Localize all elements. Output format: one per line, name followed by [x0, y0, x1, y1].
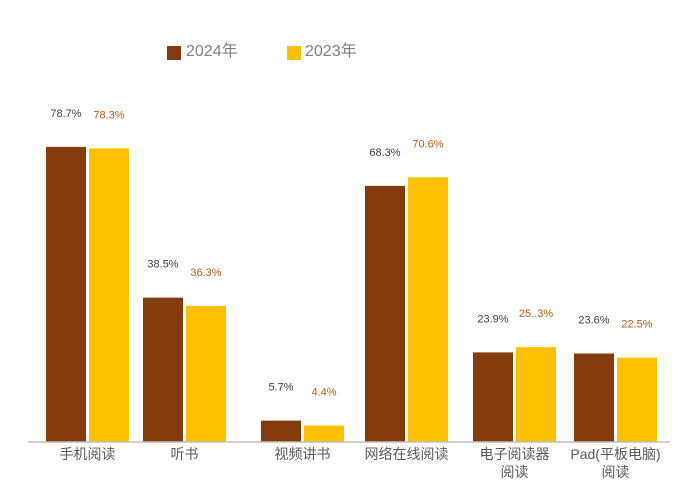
legend-label-2023: 2023年 — [305, 42, 357, 60]
bar-2024-2 — [261, 420, 301, 442]
bar-2023-2 — [304, 425, 344, 442]
category-label-5-line0: Pad(平板电脑) — [570, 446, 660, 462]
category-label-1: 听书 — [171, 446, 199, 462]
value-label-2024-5: 23.6% — [578, 315, 609, 327]
category-label-4-line0: 电子阅读器 — [480, 446, 550, 462]
category-label-5-line1: 阅读 — [602, 464, 630, 480]
value-label-2024-2: 5.7% — [268, 382, 293, 394]
category-label-0: 手机阅读 — [60, 446, 116, 462]
bar-2024-1 — [143, 297, 183, 442]
legend-swatch-2024 — [167, 46, 181, 60]
bar-2024-5 — [574, 353, 614, 442]
value-label-2023-3: 70.6% — [412, 138, 443, 150]
bar-2023-5 — [617, 357, 657, 442]
bar-2024-4 — [473, 352, 513, 442]
category-label-3: 网络在线阅读 — [365, 446, 449, 462]
value-label-2023-5: 22.5% — [621, 319, 652, 331]
value-label-2024-4: 23.9% — [477, 313, 508, 325]
legend-swatch-2023 — [287, 46, 301, 60]
value-label-2024-0: 78.7% — [50, 108, 81, 120]
bar-2023-3 — [408, 177, 448, 442]
bar-2024-3 — [365, 185, 405, 442]
bar-2023-4 — [516, 347, 556, 442]
bar-2023-1 — [186, 305, 226, 442]
value-label-2024-3: 68.3% — [369, 147, 400, 159]
bars-group — [46, 146, 657, 442]
category-label-2: 视频讲书 — [275, 446, 331, 462]
value-label-2023-2: 4.4% — [311, 387, 336, 399]
value-label-2023-1: 36.3% — [190, 267, 221, 279]
value-label-2024-1: 38.5% — [147, 259, 178, 271]
value-label-2023-0: 78.3% — [93, 109, 124, 121]
value-labels-group: 78.7% 78.3% 38.5% 36.3% 5.7% 4.4% 68.3% 70.6% 23… — [50, 108, 652, 399]
value-label-2023-4: 25..3% — [519, 308, 553, 320]
legend: 2024年 2023年 — [167, 42, 357, 60]
bar-2024-0 — [46, 146, 86, 442]
legend-label-2024: 2024年 — [186, 42, 238, 60]
category-label-4-line1: 阅读 — [501, 464, 529, 480]
bar-2023-0 — [89, 148, 129, 442]
